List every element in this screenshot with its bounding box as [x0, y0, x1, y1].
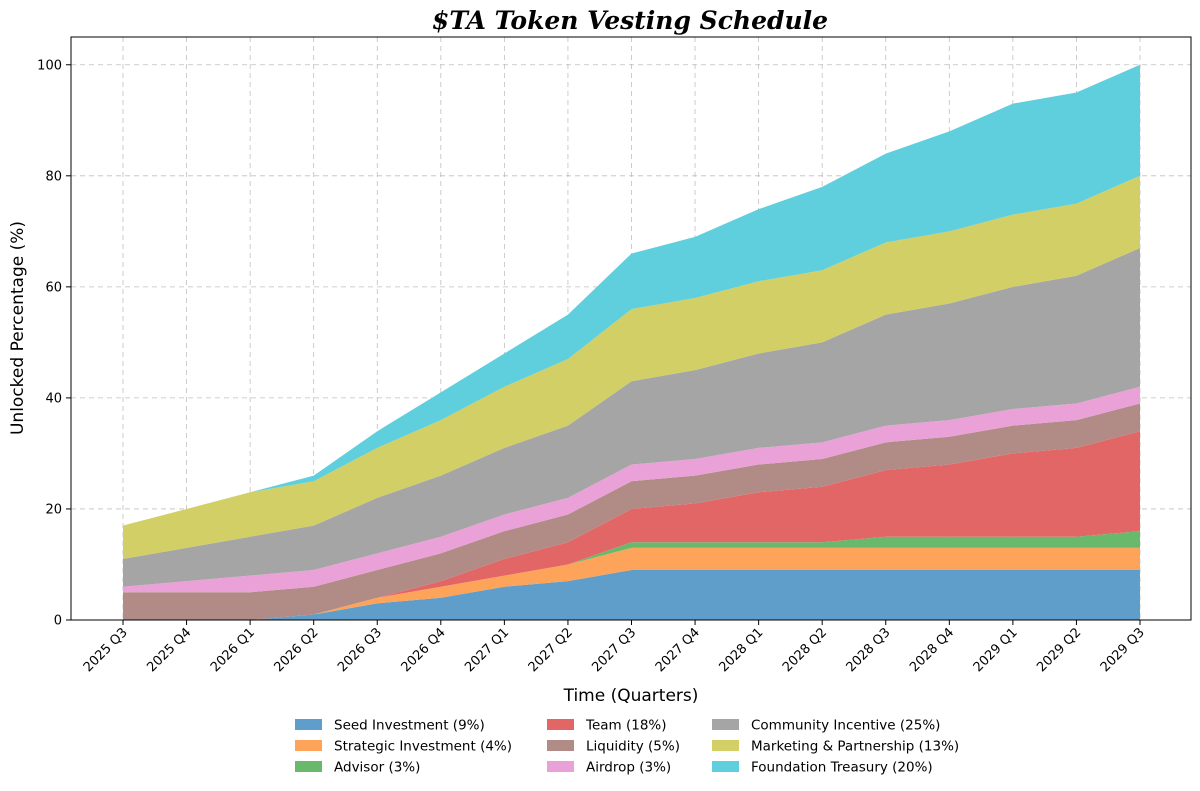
x-tick-label: 2027 Q1 [462, 625, 512, 675]
y-axis-label: Unlocked Percentage (%) [8, 221, 28, 435]
x-tick-label: 2028 Q1 [716, 625, 766, 675]
y-tick-label: 40 [45, 391, 62, 406]
legend-swatch [547, 719, 574, 730]
area-marketing-and-partnership [123, 175, 1140, 559]
y-tick-label: 20 [45, 502, 62, 517]
x-tick-label: 2029 Q2 [1034, 625, 1084, 675]
legend-swatch [712, 719, 739, 730]
legend-swatch [547, 740, 574, 751]
legend-label: Community Incentive (25%) [751, 718, 940, 734]
x-tick-label: 2027 Q3 [589, 625, 639, 675]
area-seed-investment [123, 570, 1140, 620]
legend-swatch [712, 740, 739, 751]
legend-label: Seed Investment (9%) [334, 718, 485, 734]
y-tick-label: 80 [45, 169, 62, 184]
legend: Seed Investment (9%) Strategic Investment… [295, 718, 959, 776]
x-tick-label: 2028 Q3 [844, 625, 894, 675]
legend-label: Strategic Investment (4%) [334, 739, 512, 755]
legend-label: Marketing & Partnership (13%) [751, 739, 959, 755]
x-tick-label: 2026 Q3 [335, 625, 385, 675]
legend-swatch [712, 761, 739, 772]
area-foundation-treasury [123, 64, 1140, 526]
x-tick-label: 2027 Q4 [653, 625, 703, 675]
chart-title: $TA Token Vesting Schedule [432, 6, 828, 35]
x-tick-label: 2029 Q1 [971, 625, 1021, 675]
legend-swatch [295, 761, 322, 772]
y-tick-label: 0 [54, 614, 62, 629]
x-tick-label: 2025 Q3 [81, 625, 131, 675]
y-tick-label: 60 [45, 280, 62, 295]
x-tick-label: 2027 Q2 [526, 625, 576, 675]
x-tick-label: 2028 Q4 [907, 625, 957, 675]
area-team [123, 431, 1140, 620]
legend-label: Airdrop (3%) [586, 760, 671, 776]
legend-label: Advisor (3%) [334, 760, 420, 776]
x-tick-label: 2028 Q2 [780, 625, 830, 675]
x-tick-label: 2026 Q1 [208, 625, 258, 675]
area-advisor [123, 531, 1140, 620]
legend-label: Team (18%) [585, 718, 667, 734]
area-strategic-investment [123, 547, 1140, 620]
legend-swatch [295, 740, 322, 751]
x-tick-label: 2029 Q3 [1098, 625, 1148, 675]
legend-label: Liquidity (5%) [586, 739, 680, 755]
area-airdrop [123, 386, 1140, 593]
x-axis-label: Time (Quarters) [563, 686, 699, 706]
x-tick-label: 2025 Q4 [144, 625, 194, 675]
area-layer [123, 64, 1140, 620]
legend-swatch [295, 719, 322, 730]
area-liquidity [123, 403, 1140, 620]
x-tick-label: 2026 Q4 [399, 625, 449, 675]
legend-label: Foundation Treasury (20%) [751, 760, 933, 776]
y-tick-label: 100 [37, 58, 62, 73]
area-community-incentive [123, 247, 1140, 587]
x-tick-label: 2026 Q2 [271, 625, 321, 675]
legend-swatch [547, 761, 574, 772]
